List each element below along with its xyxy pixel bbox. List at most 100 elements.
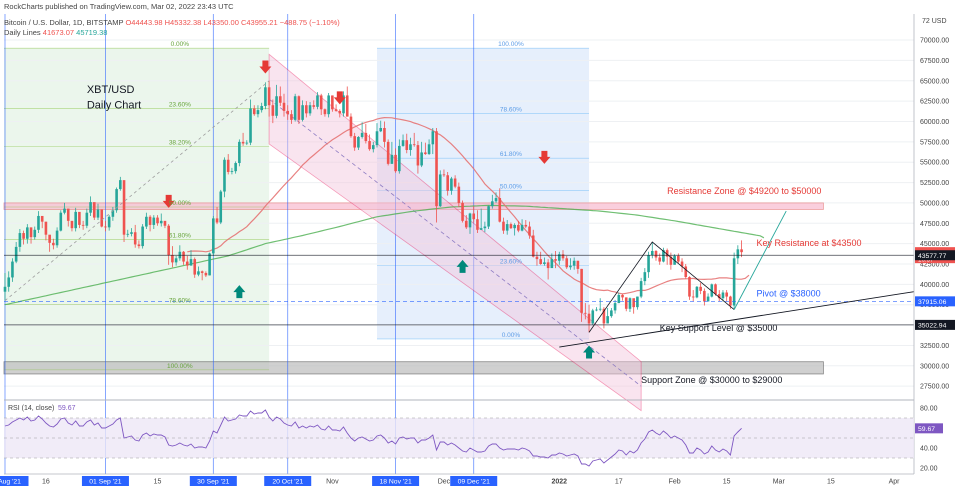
ma-200-line [4, 204, 765, 306]
candle-body [323, 109, 327, 115]
candle-body [3, 286, 7, 292]
candle-body [159, 220, 163, 224]
candle-body [267, 87, 271, 106]
candle-body [371, 145, 375, 150]
candle-body [264, 87, 267, 107]
candle-body [52, 242, 55, 246]
ma-value-50: 41673.07 [42, 28, 75, 37]
candle-body [613, 303, 617, 311]
candle-body [647, 255, 650, 273]
candle-body [204, 272, 208, 276]
candle-body [331, 95, 334, 110]
time-tick-label: Dec [438, 479, 451, 486]
price-tick-label: 30000.00 [920, 363, 949, 370]
candle-body [717, 294, 721, 299]
candle-body [494, 198, 498, 202]
candle-body [580, 268, 583, 313]
candle-body [576, 260, 580, 269]
candle-body [442, 174, 446, 176]
candle-body [438, 174, 442, 207]
candle-body [130, 232, 133, 234]
candle-body [684, 266, 688, 278]
price-tick-label: 67500.00 [920, 58, 949, 65]
candle-body [349, 116, 353, 137]
ma-legend[interactable]: Daily Lines 41673.07 45719.38 [4, 28, 107, 37]
time-tick-label: Mar [773, 479, 786, 486]
candle-body [219, 191, 223, 223]
candle-body [602, 308, 606, 324]
candle-body [48, 234, 51, 243]
candle-body [390, 154, 394, 164]
date-badge [81, 476, 129, 486]
rsi-tick-label: 40.00 [920, 446, 938, 453]
resistance-zone-box [3, 202, 824, 210]
candle-body [200, 271, 204, 273]
candle-body [740, 249, 743, 253]
candle-body [714, 284, 717, 295]
candle-body [115, 189, 118, 211]
channel-midline [268, 98, 642, 387]
candle-body [234, 163, 237, 172]
symbol-header: Bitcoin / U.S. Dollar, 1D, BITSTAMP O444… [4, 18, 340, 27]
candle-body [453, 178, 457, 187]
buy-arrow-icon [583, 345, 596, 359]
time-tick-label: 17 [615, 479, 623, 486]
candle-body [691, 296, 695, 298]
date-badge-label: 09 Dec '21 [458, 479, 491, 486]
candle-body [513, 224, 516, 229]
candle-body [412, 144, 416, 146]
candle-body [156, 217, 159, 224]
candle-body [256, 110, 260, 115]
candle-body [364, 132, 368, 142]
candle-body [736, 249, 740, 259]
candle-body [639, 281, 643, 297]
candle-body [7, 277, 11, 287]
resistance-zone-label: Resistance Zone @ $49200 to $50000 [667, 186, 821, 196]
candle-body [721, 292, 725, 299]
candle-body [133, 232, 137, 245]
candle-body [595, 309, 598, 311]
candle-body [74, 211, 77, 229]
candle-body [171, 255, 174, 263]
fib2-level-label: 23.60% [500, 259, 522, 266]
pivot-label: Pivot @ $38000 [756, 289, 820, 299]
candle-body [368, 141, 371, 150]
time-tick-label: 2022 [551, 479, 567, 486]
candle-body [167, 225, 170, 256]
candle-body [208, 253, 211, 276]
candle-body [535, 256, 539, 260]
support-zone-box [3, 361, 824, 375]
candle-body [286, 110, 290, 115]
candle-body [345, 95, 349, 117]
time-tick-label: Apr [889, 479, 901, 486]
candle-body [92, 202, 96, 218]
candle-body [491, 201, 494, 207]
candle-body [342, 95, 345, 114]
fib-level-label: 23.60% [169, 101, 191, 108]
fib2-level-label: 61.80% [500, 151, 522, 158]
candle-body [137, 244, 141, 247]
symbol-name: Bitcoin / U.S. Dollar, 1D, BITSTAMP [4, 18, 124, 27]
candle-body [416, 145, 420, 166]
candle-body [334, 109, 338, 111]
candle-body [29, 227, 33, 238]
candle-body [174, 258, 178, 263]
candle-body [212, 218, 215, 254]
candle-body [33, 229, 37, 238]
candle-body [63, 208, 66, 213]
fib-level-label: 0.00% [171, 41, 190, 48]
price-tick-label: 70000.00 [920, 38, 949, 45]
candle-body [569, 265, 572, 268]
rsi-tick-label: 20.00 [920, 466, 938, 473]
candle-body [189, 259, 193, 266]
candle-body [182, 251, 185, 262]
candle-body [654, 250, 658, 258]
candle-body [610, 310, 613, 317]
candle-body [591, 310, 595, 324]
candle-body [26, 227, 29, 239]
candle-body [386, 141, 390, 164]
time-tick-label: 15 [154, 479, 162, 486]
candle-body [226, 159, 230, 172]
buy-arrow-icon [233, 285, 246, 299]
